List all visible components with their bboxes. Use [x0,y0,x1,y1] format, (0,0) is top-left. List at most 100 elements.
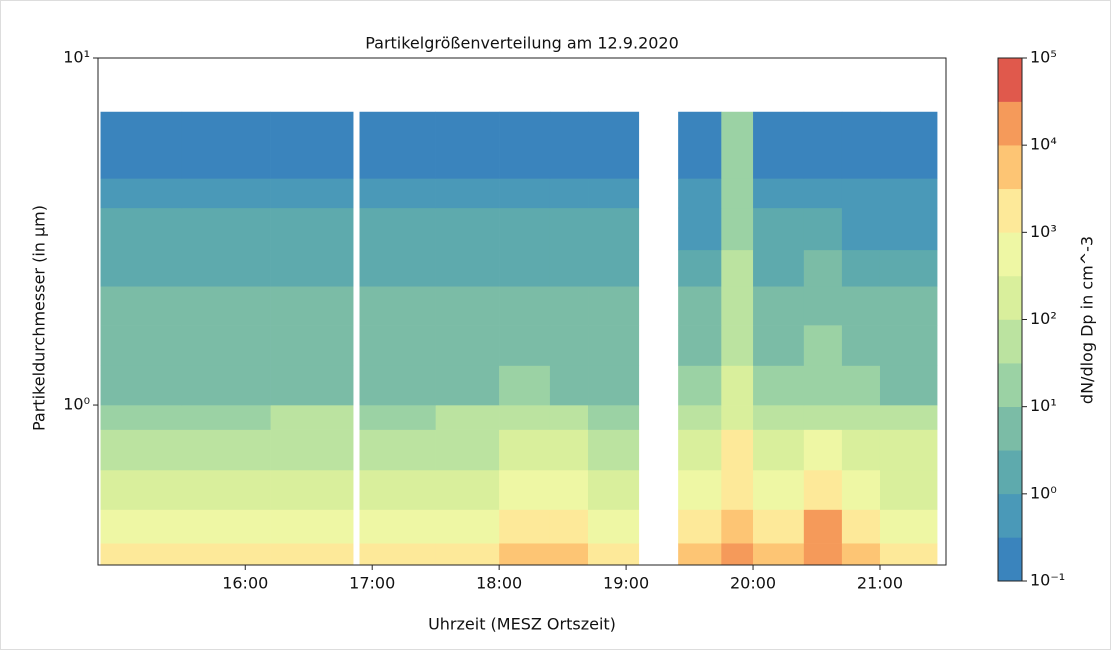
contour-cell [100,543,183,566]
contour-cell [100,509,183,544]
contour-cell [721,111,754,179]
contour-cell [181,365,271,406]
contour-cell [435,286,500,326]
contour-cell [803,543,843,566]
contour-cell [721,469,754,510]
contour-cell [588,249,640,287]
contour-cell [181,469,271,510]
contour-cell [588,111,640,179]
contour-cell [841,509,881,544]
contour-cell [549,543,589,566]
colorbar-tick-label: 10⁻¹ [1030,571,1065,590]
contour-cell [359,543,436,566]
contour-cell [678,509,722,544]
contour-cell [879,405,938,430]
contour-cell [181,111,271,179]
contour-cell [435,429,500,471]
contour-cell [499,469,551,510]
contour-cell [678,469,722,510]
colorbar-label: dN/dlog Dp in cm^-3 [1078,236,1097,404]
contour-cell [549,111,589,179]
colorbar-band [998,58,1022,102]
contour-cell [359,325,436,366]
contour-cell [181,207,271,251]
contour-cell [753,543,805,566]
contour-cell [588,207,640,251]
contour-cell [879,325,938,366]
contour-cell [549,509,589,544]
contour-cell [100,325,183,366]
colorbar-band [998,319,1022,364]
contour-cell [753,469,805,510]
contour-cell [435,365,500,406]
colorbar-band [998,450,1022,495]
contour-cell [721,429,754,471]
contour-cell [841,178,881,209]
contour-cell [181,178,271,209]
colorbar-tick-label: 10³ [1030,222,1057,241]
contour-cell [100,207,183,251]
contour-cell [499,325,551,366]
contour-cell [879,543,938,566]
contour-cell [359,429,436,471]
contour-cell [879,111,938,179]
contour-cell [879,178,938,209]
contour-cell [841,249,881,287]
contour-cell [499,405,551,430]
contour-cell [270,429,354,471]
colorbar-tick-label: 10⁴ [1030,135,1057,154]
contour-cell [100,405,183,430]
contour-cell [841,405,881,430]
contour-cell [435,469,500,510]
contour-cell [678,111,722,179]
colorbar-band [998,188,1022,233]
contour-cell [270,365,354,406]
contour-cell [721,365,754,406]
colorbar-tick-label: 10⁰ [1030,483,1057,502]
contour-cell [100,429,183,471]
x-tick-label: 19:00 [603,574,649,593]
contour-cell [803,365,843,406]
colorbar-tick-label: 10¹ [1030,396,1057,415]
contour-cell [753,509,805,544]
x-axis-label: Uhrzeit (MESZ Ortszeit) [428,615,616,634]
contour-cell [499,207,551,251]
contour-cell [181,543,271,566]
contour-cell [753,249,805,287]
contour-cell [721,543,754,566]
contour-cell [435,325,500,366]
contour-cell [841,365,881,406]
x-tick-label: 17:00 [349,574,395,593]
colorbar-band [998,537,1022,582]
colorbar-tick-label: 10² [1030,309,1057,328]
contour-cell [678,429,722,471]
contour-cell [435,509,500,544]
contour-cell [879,286,938,326]
contour-cell [588,509,640,544]
contour-cell [753,111,805,179]
contour-cell [359,178,436,209]
contour-cell [549,469,589,510]
contour-cell [270,249,354,287]
contour-cell [499,429,551,471]
contour-cell [879,249,938,287]
contour-cell [270,509,354,544]
contour-cell [181,249,271,287]
x-tick-label: 21:00 [857,574,903,593]
contour-cell [359,469,436,510]
contour-cell [181,509,271,544]
x-tick-label: 18:00 [476,574,522,593]
contour-cell [879,365,938,406]
contour-cell [721,207,754,251]
contour-cell [499,543,551,566]
contour-cell [678,543,722,566]
contour-cell [181,429,271,471]
contour-cell [435,111,500,179]
contour-cell [100,111,183,179]
contour-cell [753,178,805,209]
contour-cell [359,249,436,287]
colorbar-band [998,275,1022,320]
chart-title: Partikelgrößenverteilung am 12.9.2020 [365,34,679,53]
contour-cell [549,286,589,326]
contour-cell [549,207,589,251]
